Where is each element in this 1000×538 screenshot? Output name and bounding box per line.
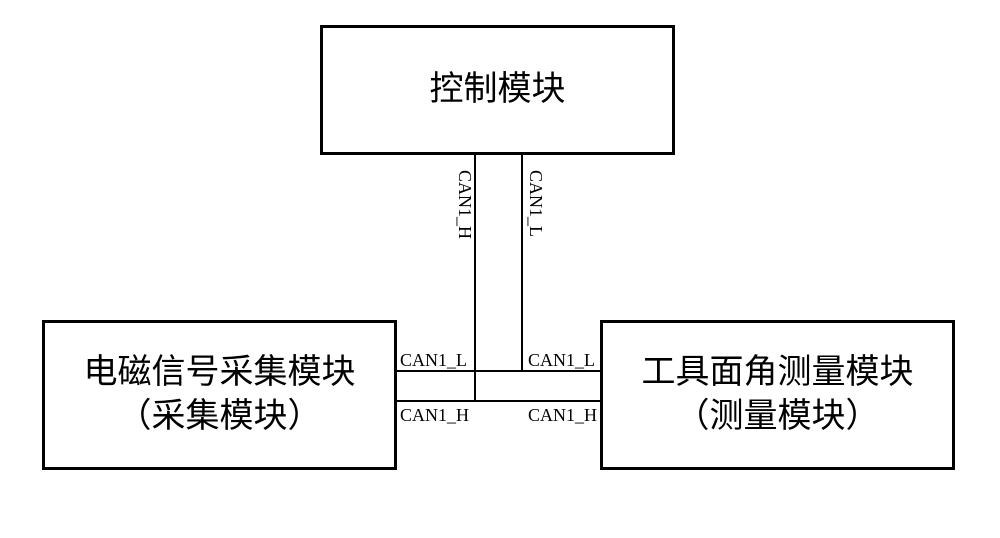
bus-label-bottom-left: CAN1_H xyxy=(400,405,469,426)
bus-label-top-left: CAN1_L xyxy=(400,350,467,371)
node-acquisition-module-label2: （采集模块） xyxy=(118,395,322,439)
node-measurement-module-label1: 工具面角测量模块 xyxy=(642,351,914,395)
node-acquisition-module-label1: 电磁信号采集模块 xyxy=(84,351,356,395)
node-control-module: 控制模块 xyxy=(320,25,675,155)
bus-line-horizontal-h xyxy=(397,400,600,402)
bus-label-top-right: CAN1_L xyxy=(528,350,595,371)
bus-label-vertical-l: CAN1_L xyxy=(525,170,546,237)
bus-label-bottom-right: CAN1_H xyxy=(528,405,597,426)
bus-label-vertical-h: CAN1_H xyxy=(454,170,475,239)
node-acquisition-module: 电磁信号采集模块 （采集模块） xyxy=(42,320,397,470)
node-measurement-module: 工具面角测量模块 （测量模块） xyxy=(600,320,955,470)
bus-line-vertical-l xyxy=(521,155,523,370)
node-control-module-label: 控制模块 xyxy=(430,68,566,112)
node-measurement-module-label2: （测量模块） xyxy=(676,395,880,439)
